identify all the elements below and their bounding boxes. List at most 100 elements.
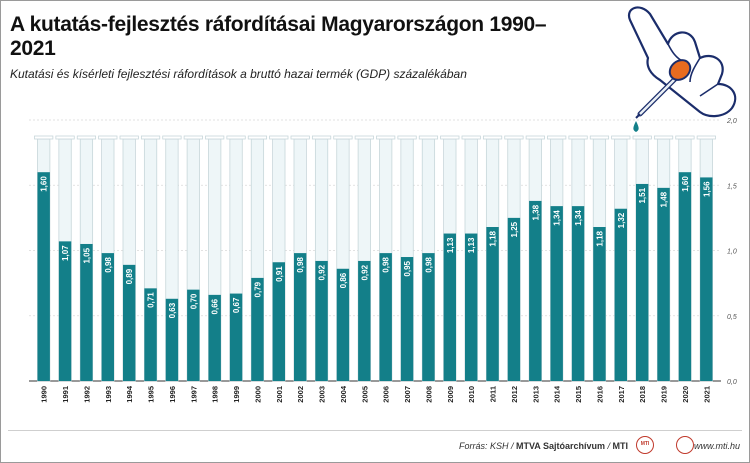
test-tube-rim: [397, 135, 417, 140]
chart-subtitle: Kutatási és kísérleti fejlesztési ráford…: [10, 67, 467, 81]
test-tube-rim: [675, 135, 695, 140]
data-label: 1,18: [489, 230, 498, 246]
test-tube-rim: [247, 135, 268, 140]
y-tick-labels: 0,0 0,5 1,0 1,5 2,0: [726, 118, 737, 386]
bar: [550, 206, 563, 381]
data-label: 0,95: [403, 260, 412, 276]
x-tick-label: 2009: [446, 386, 455, 403]
data-label: 0,98: [296, 257, 305, 273]
x-tick-label: 2012: [510, 386, 519, 403]
test-tube-rim: [119, 135, 139, 140]
bar: [58, 241, 72, 381]
data-label: 0,63: [168, 302, 177, 318]
bar: [272, 262, 286, 381]
bar: [144, 288, 157, 381]
test-tube-rim: [696, 135, 716, 140]
test-tube-rim: [98, 135, 118, 140]
bar: [507, 217, 521, 381]
data-label: 0,92: [318, 264, 327, 280]
data-label: 1,38: [531, 204, 540, 220]
data-label: 1,51: [638, 187, 647, 203]
test-tube-rim: [183, 135, 203, 140]
x-tick-label: 2001: [275, 386, 284, 403]
bar: [443, 233, 457, 381]
data-label: 1,25: [510, 221, 519, 237]
bar: [614, 208, 628, 381]
x-tick-label: 2014: [553, 385, 562, 403]
x-tick-label: 1999: [232, 386, 241, 403]
x-tick-label: 2007: [403, 386, 412, 403]
data-label: 1,48: [660, 191, 669, 207]
data-label: 0,98: [104, 257, 113, 273]
test-tube-rim: [482, 135, 503, 140]
bar: [358, 260, 371, 381]
test-tube-rim: [504, 135, 524, 140]
data-label: 0,92: [360, 264, 369, 280]
x-tick-label: 2020: [681, 386, 690, 403]
data-label: 0,91: [275, 266, 284, 282]
test-tube-rim: [162, 135, 182, 140]
test-tube-rim: [376, 135, 396, 140]
bar: [529, 200, 542, 381]
test-tube-rim: [290, 135, 310, 140]
x-tick-label: 2018: [638, 386, 647, 403]
x-tick-label: 2006: [382, 386, 391, 403]
bar: [635, 183, 649, 381]
bar: [101, 253, 115, 381]
x-tick-label: 1991: [61, 386, 70, 403]
y-tick-label: 1,5: [727, 183, 737, 190]
x-tick-label: 2019: [660, 386, 669, 403]
bar: [37, 172, 50, 381]
x-tick-label: 1992: [82, 386, 91, 403]
x-tick-label: 2016: [595, 386, 604, 403]
data-label: 0,70: [189, 293, 198, 309]
x-tick-label: 2011: [489, 386, 498, 402]
test-tube-rim: [589, 135, 610, 140]
x-tick-label: 2008: [424, 386, 433, 403]
bar: [208, 294, 221, 381]
data-label: 1,18: [595, 230, 604, 246]
data-label: 1,60: [40, 176, 49, 192]
bar: [678, 172, 692, 381]
data-label: 1,34: [574, 210, 583, 226]
pipette-icon: [635, 59, 692, 119]
test-tube-rim: [76, 135, 97, 140]
mtva-logo-icon: [676, 436, 694, 454]
test-tube-rim: [418, 135, 439, 140]
bar: [593, 227, 606, 381]
bar: [80, 243, 93, 381]
x-tick-label: 2010: [467, 386, 476, 403]
x-tick-label: 2021: [702, 386, 711, 403]
test-tube-rim: [632, 135, 652, 140]
test-tube-rim: [547, 135, 567, 140]
y-tick-label: 0,0: [727, 379, 737, 386]
test-tube-rim: [226, 135, 246, 140]
bar: [165, 298, 179, 381]
x-tick-label: 2005: [360, 386, 369, 403]
x-tick-label: 1990: [40, 386, 49, 403]
y-tick-label: 0,5: [727, 314, 737, 321]
x-tick-label: 2000: [253, 386, 262, 403]
bar: [571, 206, 585, 381]
bar: [187, 289, 200, 381]
bar: [379, 253, 392, 381]
footer-divider: [8, 430, 742, 431]
data-label: 1,13: [446, 237, 455, 253]
data-label: 1,32: [617, 212, 626, 228]
x-tick-label: 2003: [318, 386, 327, 403]
chart-title: A kutatás-fejlesztés ráfordításai Magyar…: [10, 13, 547, 60]
test-tube-rim: [269, 135, 289, 140]
test-tube-rim: [461, 135, 481, 140]
test-tube-rim: [525, 135, 545, 140]
bar: [293, 253, 307, 381]
website-link[interactable]: www.mti.hu: [693, 441, 740, 451]
x-tick-label: 1998: [211, 386, 220, 403]
x-tick-label: 2002: [296, 386, 305, 403]
test-tube-rim: [34, 135, 54, 140]
mti-logo-icon: MTI: [636, 436, 654, 454]
data-label: 0,89: [125, 268, 134, 284]
data-label: 0,86: [339, 272, 348, 288]
data-label: 1,56: [702, 181, 711, 197]
x-tick-label: 1997: [189, 386, 198, 403]
